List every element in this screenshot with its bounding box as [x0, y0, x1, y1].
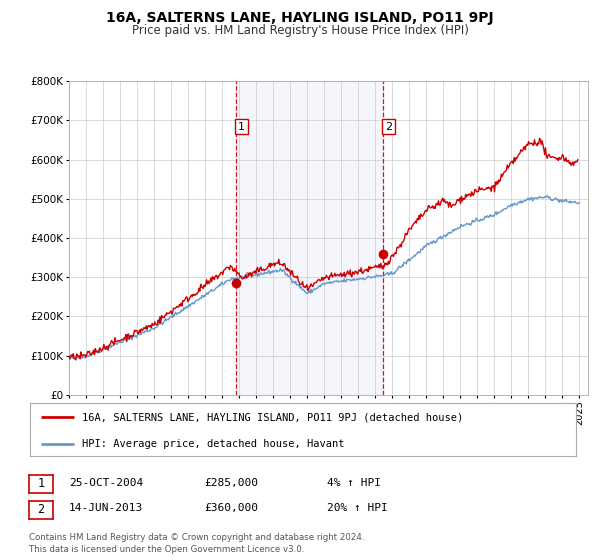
- Text: 1: 1: [238, 122, 245, 132]
- Text: 2: 2: [385, 122, 392, 132]
- Text: 16A, SALTERNS LANE, HAYLING ISLAND, PO11 9PJ: 16A, SALTERNS LANE, HAYLING ISLAND, PO11…: [106, 11, 494, 25]
- Text: 20% ↑ HPI: 20% ↑ HPI: [327, 503, 388, 514]
- Text: This data is licensed under the Open Government Licence v3.0.: This data is licensed under the Open Gov…: [29, 545, 304, 554]
- Text: 16A, SALTERNS LANE, HAYLING ISLAND, PO11 9PJ (detached house): 16A, SALTERNS LANE, HAYLING ISLAND, PO11…: [82, 412, 463, 422]
- Text: 25-OCT-2004: 25-OCT-2004: [69, 478, 143, 488]
- Text: £360,000: £360,000: [204, 503, 258, 514]
- Text: Contains HM Land Registry data © Crown copyright and database right 2024.: Contains HM Land Registry data © Crown c…: [29, 533, 364, 542]
- Text: 2: 2: [37, 503, 44, 516]
- Text: £285,000: £285,000: [204, 478, 258, 488]
- Bar: [236, 81, 383, 395]
- Text: 4% ↑ HPI: 4% ↑ HPI: [327, 478, 381, 488]
- Text: Price paid vs. HM Land Registry's House Price Index (HPI): Price paid vs. HM Land Registry's House …: [131, 24, 469, 36]
- Text: 1: 1: [37, 477, 44, 491]
- Text: HPI: Average price, detached house, Havant: HPI: Average price, detached house, Hava…: [82, 438, 344, 449]
- Text: 14-JUN-2013: 14-JUN-2013: [69, 503, 143, 514]
